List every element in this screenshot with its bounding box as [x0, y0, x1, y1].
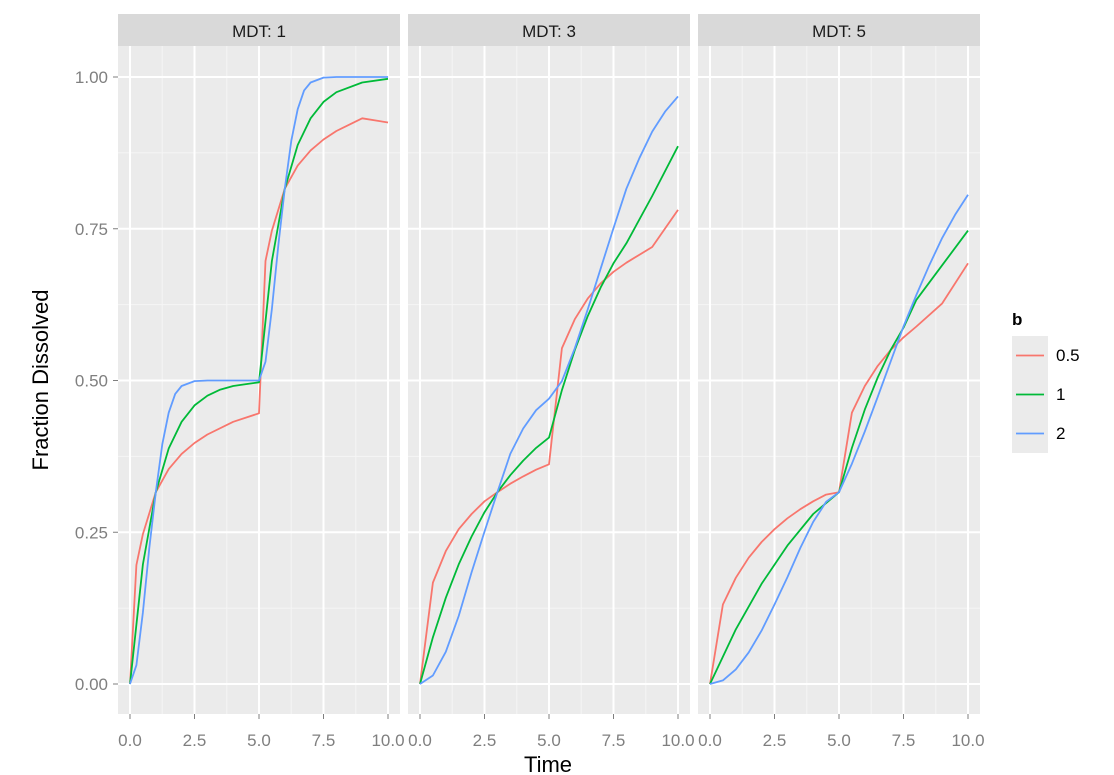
facet-strip	[118, 14, 400, 46]
facet-panel-mdt-1: MDT: 1	[118, 14, 400, 714]
x-tick-label: 2.5	[473, 731, 497, 750]
facet-panel-mdt-5: MDT: 5	[698, 14, 980, 714]
facet-strip	[408, 14, 690, 46]
y-tick-label: 1.00	[75, 68, 108, 87]
x-axis-title: Time	[524, 752, 572, 775]
series-line-b-2	[709, 194, 969, 685]
series-line-b-1	[129, 77, 389, 685]
x-tick-label: 5.0	[827, 731, 851, 750]
y-tick-label: 0.75	[75, 220, 108, 239]
x-tick-label: 10.0	[371, 731, 404, 750]
x-tick-label: 2.5	[183, 731, 207, 750]
series-line-b-0.5	[419, 209, 679, 685]
y-axis-title: Fraction Dissolved	[28, 290, 53, 471]
series-line-b-0.5	[709, 262, 969, 685]
legend-key-label: 0.5	[1056, 346, 1080, 365]
facet-strip-label: MDT: 3	[522, 22, 576, 41]
legend-keys: 0.5 1 2	[1012, 336, 1080, 453]
series-line-b-2	[129, 76, 388, 685]
x-tick-label: 10.0	[951, 731, 984, 750]
series-line-b-1	[419, 145, 679, 685]
legend-key-label: 1	[1056, 385, 1065, 404]
legend-title: b	[1012, 310, 1022, 329]
x-tick-label: 5.0	[537, 731, 561, 750]
series-line-b-1	[709, 230, 969, 685]
x-tick-label: 5.0	[247, 731, 271, 750]
facet-strip-label: MDT: 1	[232, 22, 286, 41]
y-tick-label: 0.25	[75, 523, 108, 542]
x-tick-label: 0.0	[698, 731, 722, 750]
y-tick-label: 0.00	[75, 675, 108, 694]
series-line-b-2	[419, 95, 679, 685]
x-tick-label: 2.5	[763, 731, 787, 750]
facet-strip	[698, 14, 980, 46]
x-tick-label: 0.0	[408, 731, 432, 750]
legend-key-label: 2	[1056, 424, 1065, 443]
panels-layer: MDT: 1 MDT: 3 MDT: 5	[118, 14, 980, 714]
x-tick-label: 7.5	[892, 731, 916, 750]
facet-strip-label: MDT: 5	[812, 22, 866, 41]
y-tick-label: 0.50	[75, 372, 108, 391]
facet-panel-mdt-3: MDT: 3	[408, 14, 690, 714]
x-tick-label: 10.0	[661, 731, 694, 750]
x-tick-label: 7.5	[312, 731, 336, 750]
axes-layer: 0.0 2.5 5.0 7.5 10.0 0.0 2.5 5.0 7.5 10.0 0.0 2.5 5.…	[75, 68, 985, 750]
x-tick-label: 0.0	[118, 731, 142, 750]
legend: b 0.5 1 2	[1012, 310, 1080, 453]
x-tick-label: 7.5	[602, 731, 626, 750]
